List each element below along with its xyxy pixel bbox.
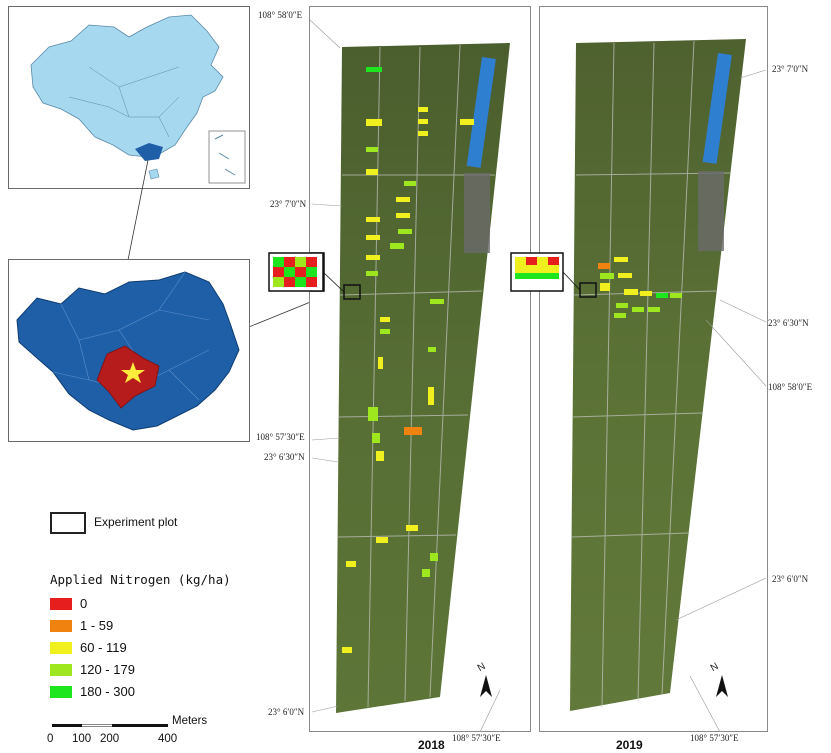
guangxi-map-svg xyxy=(16,271,240,431)
map-2019 xyxy=(539,6,768,732)
south-sea-islands xyxy=(214,134,236,176)
legend-swatch-2 xyxy=(50,642,72,654)
map-2018-svg xyxy=(310,43,510,713)
plots-2018 xyxy=(342,67,474,653)
scale-tick-0: 0 xyxy=(47,733,54,745)
coord-2018-top-lon: 108° 58′0″E xyxy=(258,10,303,20)
scale-tick-200: 200 xyxy=(100,733,120,745)
water-body-2018 xyxy=(466,57,496,168)
water-body-2019 xyxy=(702,52,732,164)
coord-2018-lon-57-30: 108° 57′30″E xyxy=(256,432,305,442)
coord-2019-right-lon: 108° 58′0″E xyxy=(768,382,813,392)
legend-title: Applied Nitrogen (kg/ha) xyxy=(50,572,231,587)
legend-swatch-4 xyxy=(50,686,72,698)
buildings-2018 xyxy=(464,173,490,253)
coord-2019-bottom-lon: 108° 57′30″E xyxy=(690,733,739,743)
year-label-2019: 2019 xyxy=(616,738,643,752)
coord-2019-lat-6-30: 23° 6′30″N xyxy=(768,318,809,328)
year-label-2018: 2018 xyxy=(418,738,445,752)
legend-label-4: 180 - 300 xyxy=(80,684,135,699)
china-outline xyxy=(30,14,224,158)
coord-2019-lat-7-0: 23° 7′0″N xyxy=(772,64,809,74)
coord-2018-lat-6-0: 23° 6′0″N xyxy=(268,707,305,717)
map-2019-svg xyxy=(570,39,746,711)
field-lines-2018 xyxy=(337,44,495,708)
legend-swatch-3 xyxy=(50,664,72,676)
coord-2018-lat-7-0: 23° 7′0″N xyxy=(270,199,307,209)
scale-unit: Meters xyxy=(172,715,208,727)
map-2018 xyxy=(309,6,531,732)
legend-label-1: 1 - 59 xyxy=(80,618,114,633)
legend-swatch-1 xyxy=(50,620,72,632)
experiment-plot-swatch xyxy=(50,512,86,534)
buildings-2019 xyxy=(698,171,724,251)
north-arrow-icon-2019 xyxy=(716,675,728,697)
south-sea-inset xyxy=(208,130,246,184)
north-arrow-icon-2018 xyxy=(480,675,492,697)
study-site-star-icon xyxy=(121,362,145,383)
legend-label-3: 120 - 179 xyxy=(80,662,135,677)
china-inset-map xyxy=(8,6,250,189)
scale-tick-100: 100 xyxy=(72,733,92,745)
scale-tick-400: 400 xyxy=(158,733,178,745)
legend-swatch-0 xyxy=(50,598,72,610)
coord-2018-lat-6-30: 23° 6′30″N xyxy=(264,452,305,462)
experiment-plot-zoom-2018 xyxy=(310,252,325,292)
legend-label-0: 0 xyxy=(80,596,88,611)
plots-2019 xyxy=(598,257,682,318)
legend-label-2: 60 - 119 xyxy=(80,640,127,655)
coord-2018-bottom-lon: 108° 57′30″E xyxy=(452,733,501,743)
guangxi-highlight xyxy=(135,143,163,161)
internal-borders xyxy=(68,66,180,138)
hainan-island xyxy=(148,168,160,180)
guangxi-inset-map xyxy=(8,259,250,442)
experiment-plot-label: Experiment plot xyxy=(94,515,178,529)
china-map-svg xyxy=(30,14,246,184)
coord-2019-lat-6-0: 23° 6′0″N xyxy=(772,574,809,584)
